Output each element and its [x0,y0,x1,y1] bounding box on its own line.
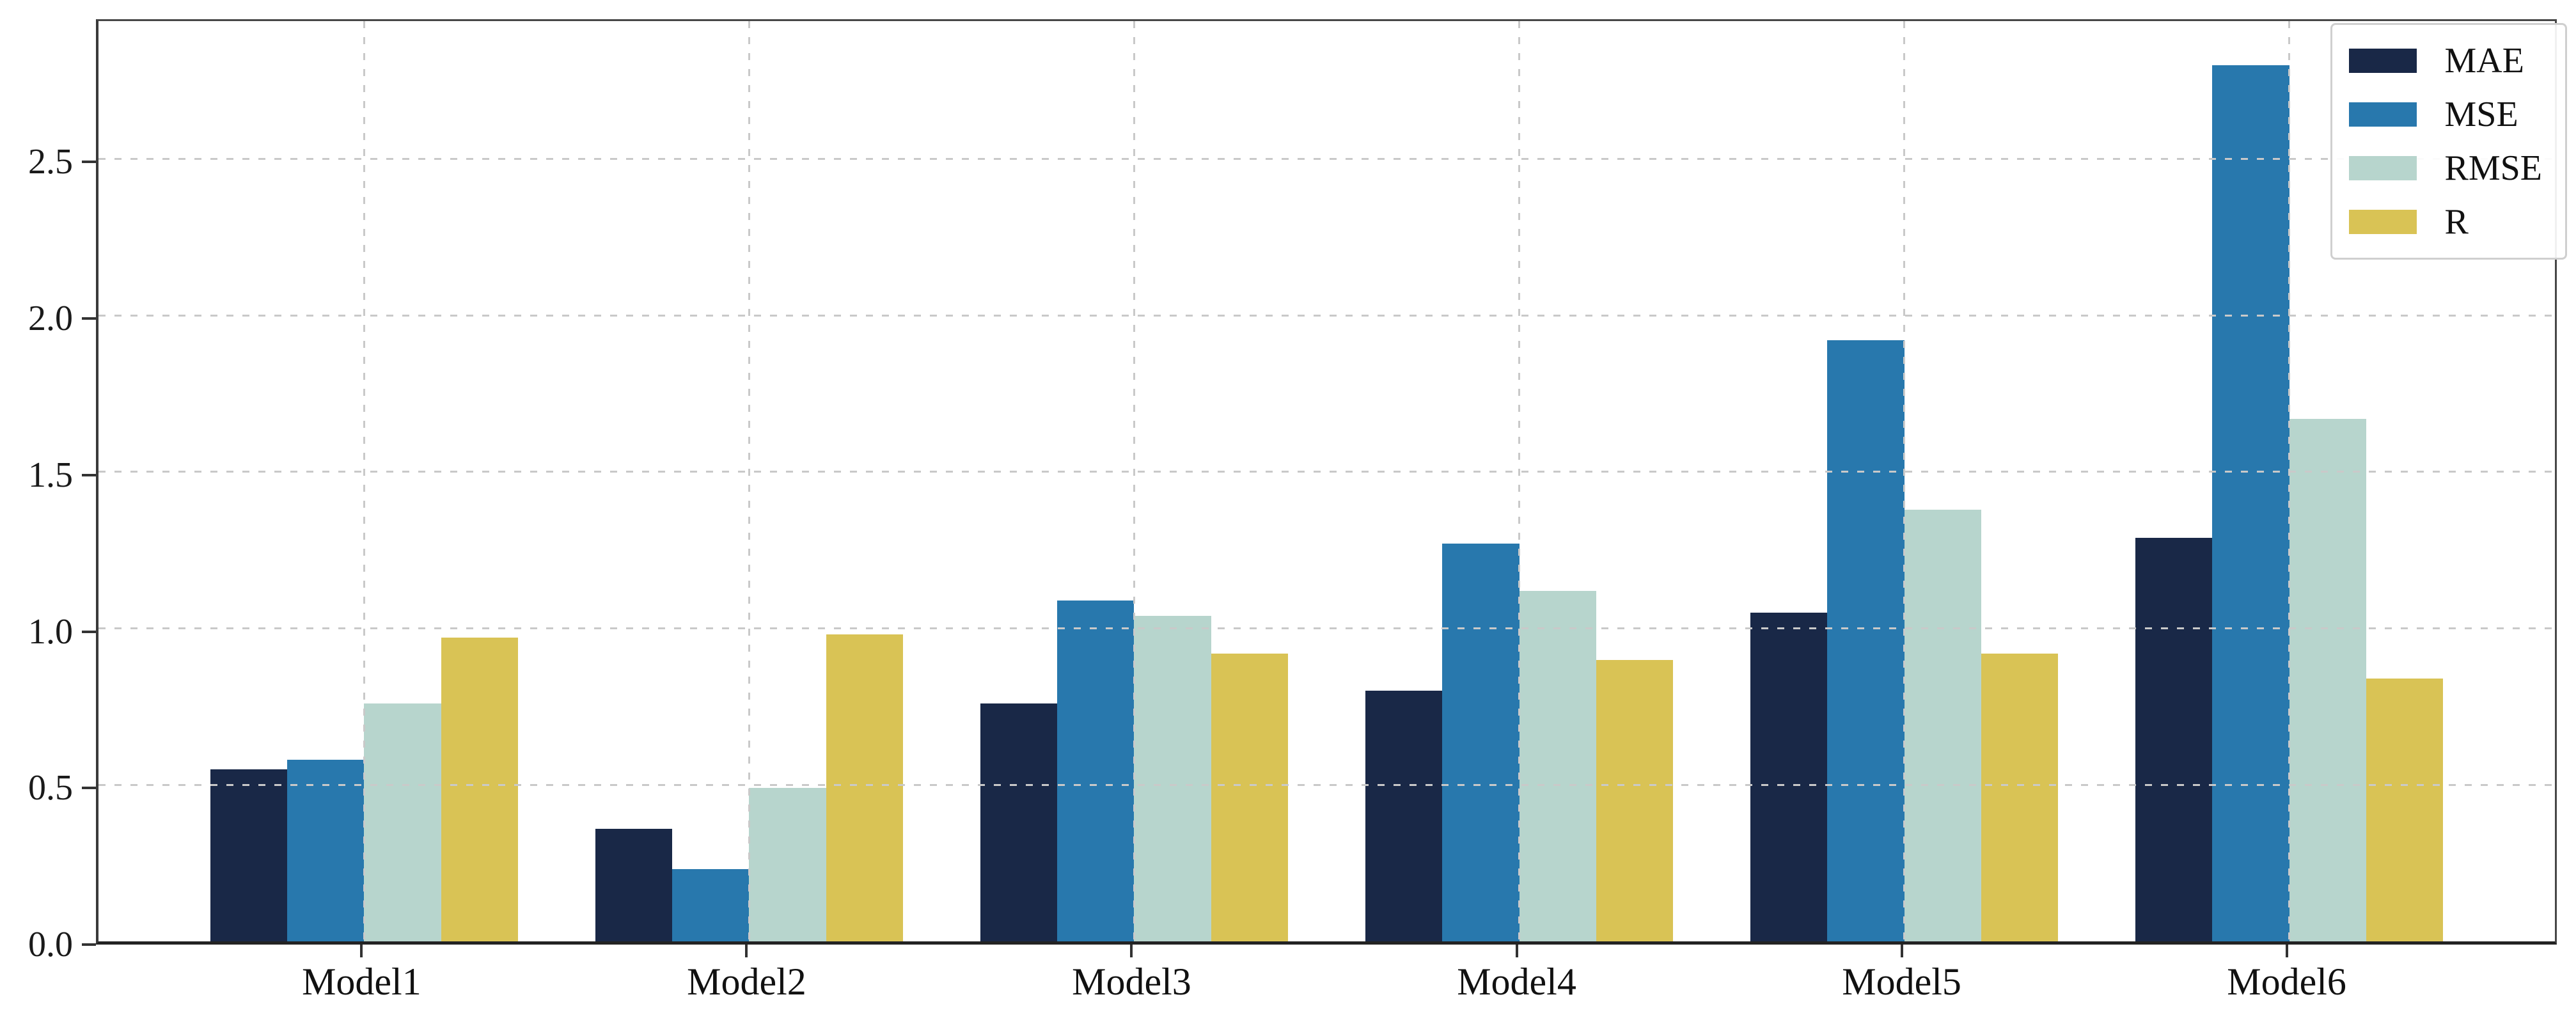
bar-mae-model3 [980,703,1058,941]
y-tick-mark [82,630,96,633]
x-tick-label-model5: Model5 [1842,961,1961,1003]
bar-rmse-model1 [364,703,441,941]
x-tick-label-model6: Model6 [2227,961,2346,1003]
legend-row-rmse: RMSE [2348,148,2543,188]
x-tick-label-model2: Model2 [687,961,806,1003]
y-tick-label: 2.5 [28,142,73,182]
bar-rmse-model4 [1519,590,1596,941]
bar-rmse-model5 [1904,509,1981,941]
legend-label-rmse: RMSE [2444,148,2543,188]
x-tick-mark [360,945,363,957]
bar-r-model2 [826,634,904,941]
bar-r-model4 [1596,659,1674,941]
x-tick-mark [1515,945,1518,957]
y-tick-mark [82,473,96,476]
x-tick-mark [1900,945,1903,957]
bar-r-model1 [441,638,519,941]
y-tick-label: 0.0 [28,925,73,964]
bar-mae-model4 [1365,691,1443,941]
bar-r-model5 [1981,653,2059,941]
bar-rmse-model3 [1134,615,1211,941]
gridline-y-1.5 [98,471,2555,473]
y-tick-label: 1.0 [28,611,73,652]
bar-mse-model6 [2212,65,2289,941]
plot-area [96,19,2557,945]
y-axis: 0.0 0.5 1.0 1.5 2.0 2.5 [0,19,96,962]
bar-mse-model3 [1057,600,1135,941]
gridline-y-2.0 [98,314,2555,317]
bar-mae-model6 [2135,537,2213,941]
bar-mae-model5 [1750,613,1828,941]
legend: MAE MSE RMSE R [2330,23,2567,260]
y-tick-mark [82,161,96,164]
x-tick-mark [1130,945,1133,957]
bar-rmse-model6 [2289,418,2366,941]
y-tick-label: 2.0 [28,299,73,339]
legend-row-r: R [2348,202,2543,242]
x-tick-label-model4: Model4 [1457,961,1576,1003]
y-tick-mark [82,317,96,320]
legend-swatch-rmse [2348,156,2417,180]
y-tick-label: 0.5 [28,768,73,808]
bar-mse-model2 [672,869,750,941]
bar-mse-model4 [1442,544,1520,941]
bar-mse-model1 [287,760,365,941]
gridline-y-2.5 [98,157,2555,160]
bar-rmse-model2 [749,788,826,941]
y-tick-label: 1.5 [28,455,73,495]
x-tick-mark [745,945,748,957]
bar-r-model3 [1211,653,1289,941]
legend-swatch-r [2348,210,2417,234]
legend-label-r: R [2444,202,2469,242]
x-axis: Model1 Model2 Model3 Model4 Model5 Model6 [96,945,2557,1013]
x-tick-mark [2285,945,2288,957]
bar-mae-model1 [210,769,287,941]
legend-swatch-mse [2348,102,2417,127]
y-tick-mark [82,787,96,790]
x-tick-label-model3: Model3 [1072,961,1191,1003]
x-tick-label-model1: Model1 [302,961,421,1003]
legend-row-mse: MSE [2348,95,2543,134]
legend-row-mae: MAE [2348,41,2543,81]
y-tick-mark [82,943,96,946]
legend-label-mse: MSE [2444,95,2518,134]
legend-label-mae: MAE [2444,41,2524,81]
bar-r-model6 [2366,678,2444,941]
bar-mae-model2 [595,828,673,941]
legend-swatch-mae [2348,49,2417,73]
bar-mse-model5 [1827,340,1905,941]
